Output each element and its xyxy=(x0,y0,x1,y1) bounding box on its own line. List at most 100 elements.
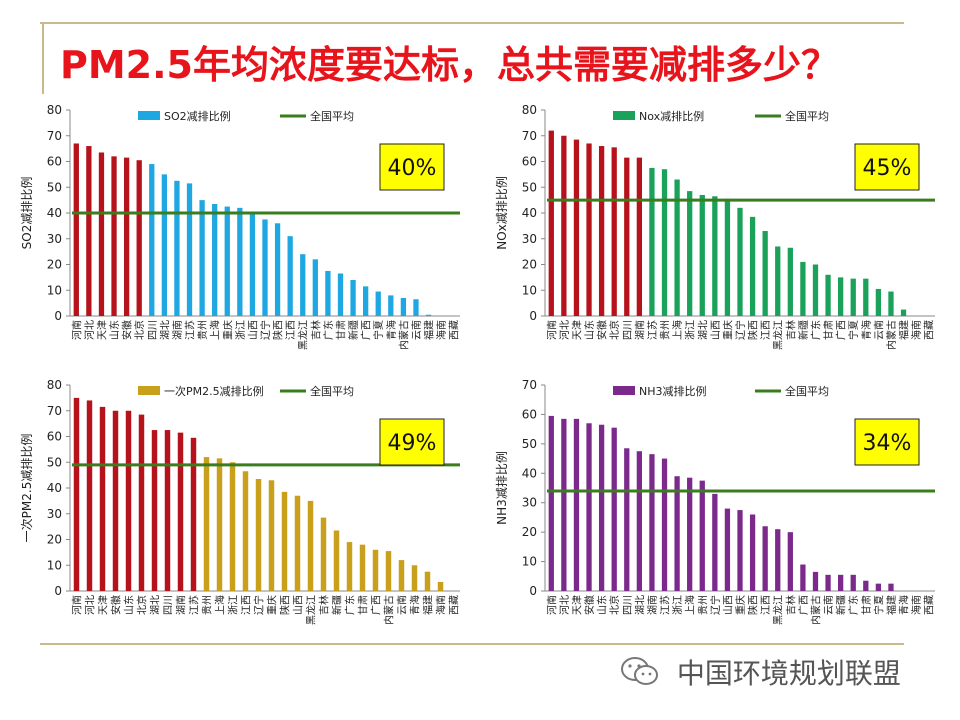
x-tick-label: 湖北 xyxy=(150,595,162,615)
x-tick-label: 江苏 xyxy=(184,320,197,340)
x-tick-label: 贵州 xyxy=(659,320,672,340)
x-tick-label: 广东 xyxy=(344,595,357,615)
bar xyxy=(838,277,844,316)
x-tick-label: 湖南 xyxy=(175,595,188,615)
bar xyxy=(111,156,117,316)
legend-swatch xyxy=(138,111,160,120)
x-tick-label: 山东 xyxy=(108,320,121,340)
y-tick-label: 10 xyxy=(522,555,537,569)
y-tick-label: 70 xyxy=(47,404,62,418)
x-tick-label: 广东 xyxy=(809,320,822,340)
percent-badge xyxy=(854,143,920,191)
bar xyxy=(199,200,205,316)
bar xyxy=(825,274,831,316)
y-tick-label: 30 xyxy=(47,232,62,246)
bar xyxy=(294,495,301,591)
bar xyxy=(249,213,256,316)
bar xyxy=(737,207,743,316)
nh3-chart: 0 10 20 30 40 50 60 70 NH3减排比例 河南 河北 天津 安徽 山东 北京 四川 湖北 湖南… xyxy=(490,375,945,647)
bar xyxy=(136,160,142,316)
y-tick-label: 30 xyxy=(522,232,537,246)
bar xyxy=(372,549,379,591)
x-tick-label: 河北 xyxy=(559,595,571,615)
bar xyxy=(674,476,680,591)
x-tick-label: 安徽 xyxy=(596,320,609,340)
y-tick-label: 10 xyxy=(47,558,62,572)
y-tick-label: 20 xyxy=(522,525,537,539)
y-tick-label: 50 xyxy=(47,455,62,469)
bar xyxy=(164,430,171,591)
x-tick-label: 北京 xyxy=(608,320,621,340)
x-tick-label: 山东 xyxy=(596,595,609,615)
bar xyxy=(888,291,894,316)
bar xyxy=(151,430,158,591)
bar xyxy=(573,139,580,316)
y-tick-label: 20 xyxy=(47,533,62,547)
bar xyxy=(712,493,718,591)
x-tick-label: 福建 xyxy=(423,320,436,340)
x-tick-label: 湖南 xyxy=(633,320,646,340)
x-tick-label: 内蒙古 xyxy=(383,595,396,625)
x-tick-label: 广西 xyxy=(798,595,810,615)
bar xyxy=(800,564,806,591)
bar xyxy=(900,309,907,316)
bar xyxy=(123,157,130,316)
bar xyxy=(762,526,768,591)
y-tick-label: 40 xyxy=(47,481,62,495)
x-tick-label: 浙江 xyxy=(235,320,247,340)
bar xyxy=(561,418,567,591)
bar xyxy=(186,183,193,316)
bar xyxy=(548,130,554,316)
nox-chart: 0 10 20 30 40 50 60 70 80 NOx减排比例 河南 河北 天津 山东 安徽 北京 四川 湖南… xyxy=(490,100,945,372)
x-tick-label: 山西 xyxy=(710,320,722,340)
legend-swatch xyxy=(138,386,160,395)
x-tick-label: 西藏 xyxy=(924,595,936,615)
bar xyxy=(262,219,268,316)
x-tick-label: 陕西 xyxy=(747,595,760,615)
x-tick-label: 江西 xyxy=(241,595,253,615)
legend-series-label: SO2减排比例 xyxy=(164,109,231,123)
x-tick-label: 吉林 xyxy=(784,320,797,340)
x-tick-label: 甘肃 xyxy=(822,320,835,340)
x-tick-label: 安徽 xyxy=(121,320,134,340)
x-tick-label: 江苏 xyxy=(646,320,659,340)
y-tick-label: 80 xyxy=(47,378,62,392)
bar xyxy=(325,270,331,316)
bar xyxy=(274,223,281,316)
bar xyxy=(411,565,418,591)
bar xyxy=(424,571,431,591)
bar xyxy=(237,207,243,316)
bar xyxy=(598,146,605,316)
y-axis-label: SO2减排比例 xyxy=(20,177,34,250)
x-tick-label: 吉林 xyxy=(318,595,331,615)
x-tick-label: 广西 xyxy=(836,320,848,340)
bar xyxy=(762,231,768,316)
y-tick-label: 0 xyxy=(529,309,537,323)
bar xyxy=(346,542,353,591)
bar xyxy=(203,457,210,591)
x-tick-label: 安徽 xyxy=(583,595,596,615)
x-tick-label: 河北 xyxy=(84,320,96,340)
bar xyxy=(287,236,293,316)
y-tick-label: 0 xyxy=(54,309,62,323)
x-tick-label: 广东 xyxy=(322,320,335,340)
legend-swatch xyxy=(613,111,635,120)
x-tick-label: 辽宁 xyxy=(734,320,747,340)
bar xyxy=(177,432,184,591)
x-tick-label: 天津 xyxy=(571,320,583,340)
x-tick-label: 江苏 xyxy=(659,595,672,615)
x-tick-label: 福建 xyxy=(422,595,435,615)
x-tick-label: 新疆 xyxy=(797,320,810,340)
percent-badge-label: 49% xyxy=(388,431,437,456)
x-tick-label: 黑龙江 xyxy=(297,320,310,350)
x-tick-label: 浙江 xyxy=(672,595,684,615)
x-tick-label: 江苏 xyxy=(188,595,201,615)
bar xyxy=(674,179,680,316)
percent-badge xyxy=(854,418,920,466)
y-tick-label: 60 xyxy=(522,155,537,169)
bar xyxy=(586,423,592,591)
x-tick-label: 青海 xyxy=(860,320,873,340)
bar xyxy=(699,194,705,316)
bar xyxy=(307,500,314,591)
x-tick-label: 内蒙古 xyxy=(885,320,898,350)
